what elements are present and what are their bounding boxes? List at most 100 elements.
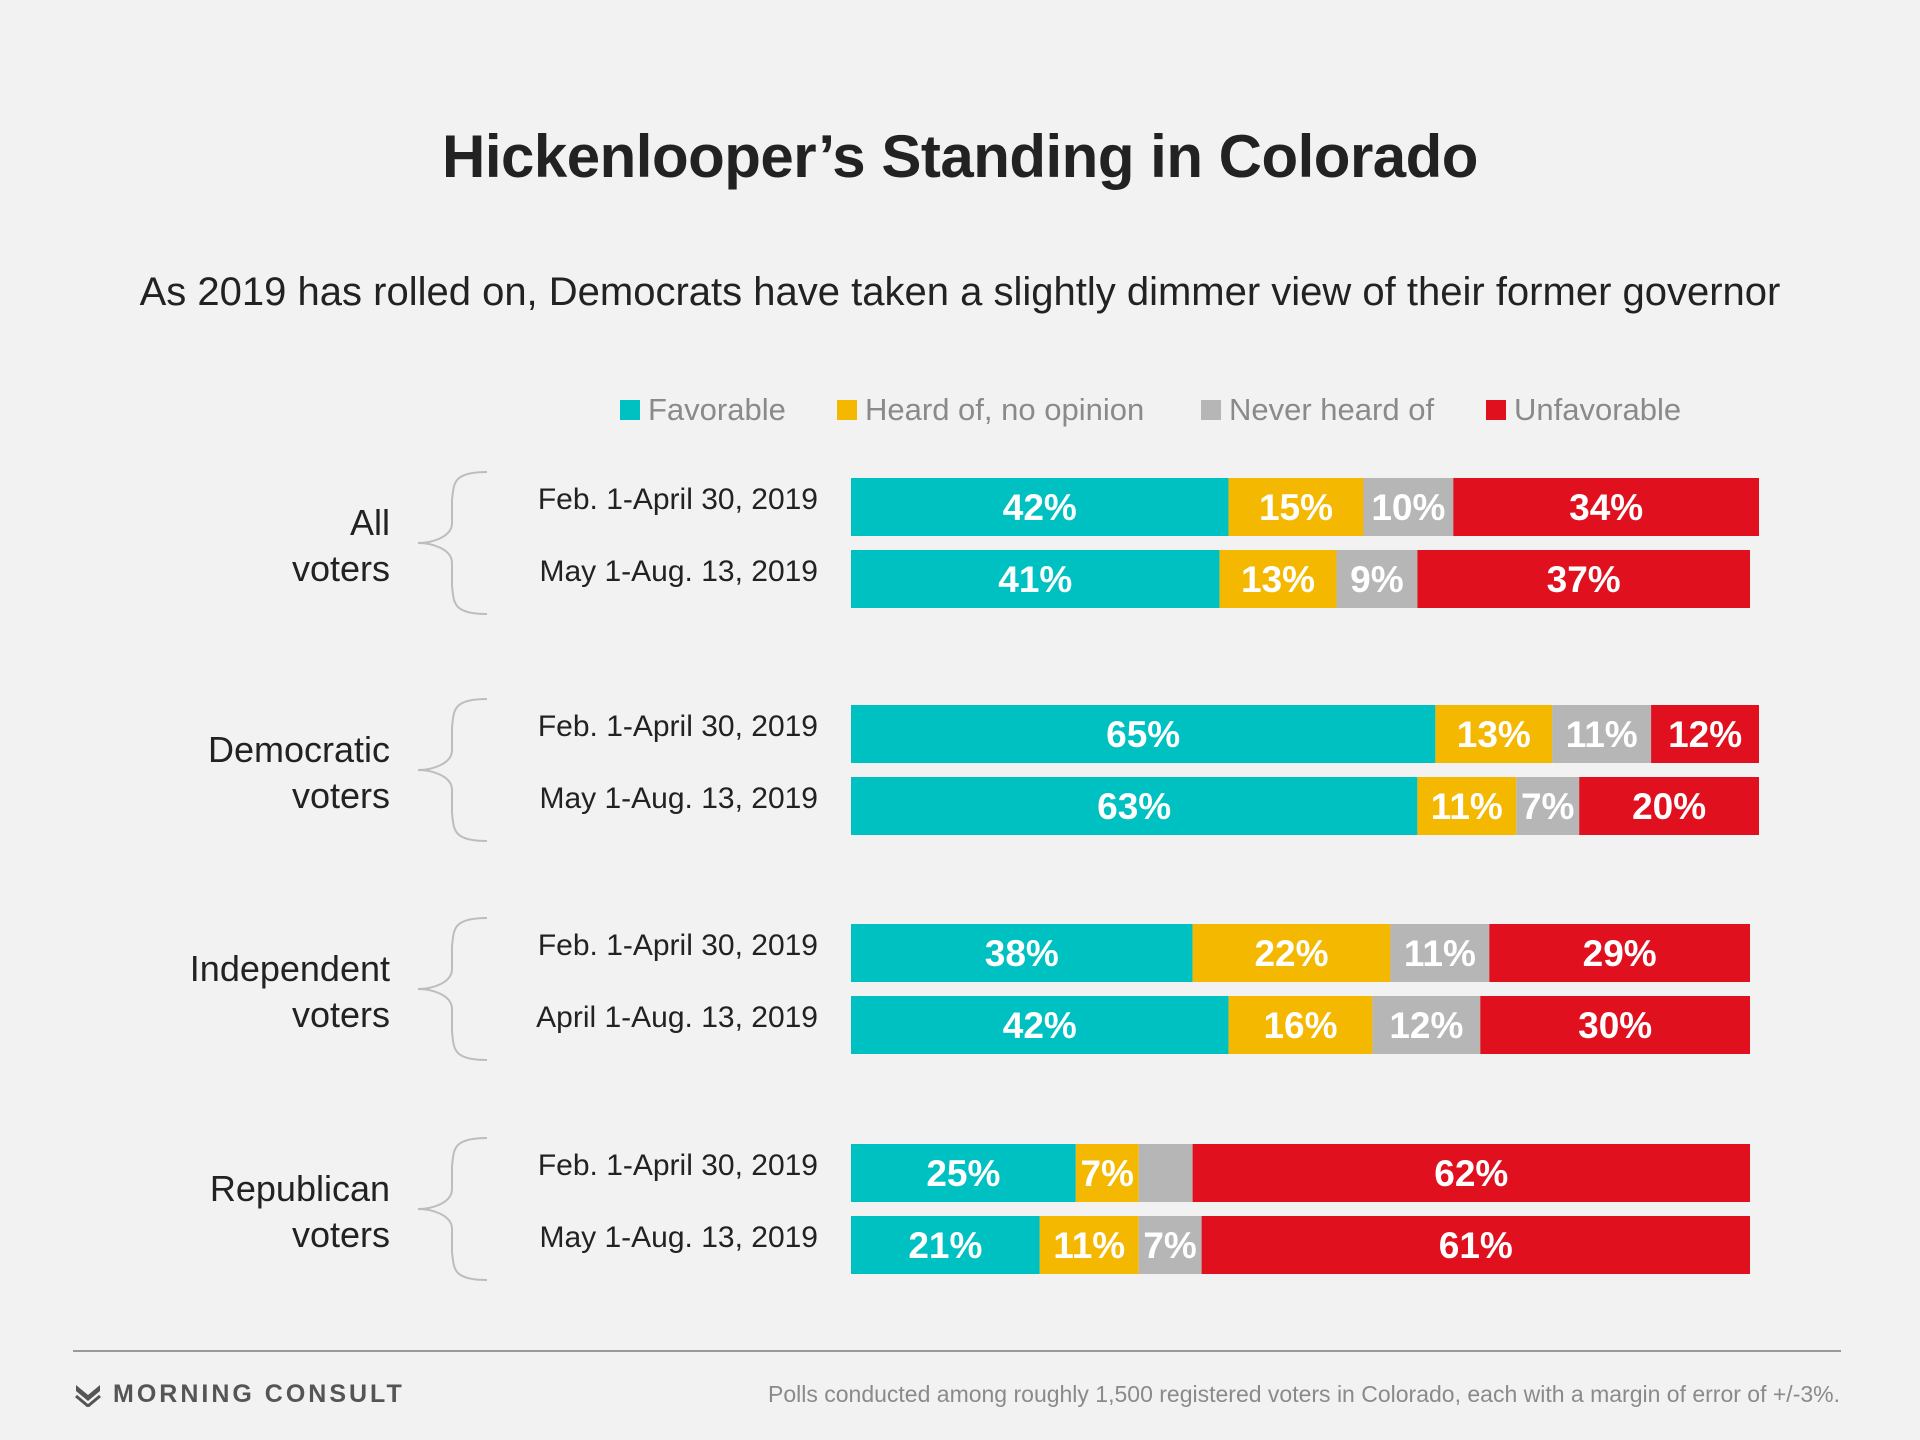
data-label-heard-of-no-opinion: 13%: [1457, 714, 1531, 755]
chart-legend: Favorable Heard of, no opinion Never hea…: [620, 392, 1700, 436]
bar-segment-favorable: [851, 996, 1229, 1054]
legend-label-unfavorable: Unfavorable: [1514, 392, 1682, 427]
bar-segment-favorable: [851, 924, 1193, 982]
data-label-heard-of-no-opinion: 22%: [1254, 933, 1328, 974]
bar-segment-never-heard-of: [1336, 550, 1418, 608]
period-label-republican-voters-row-1: Feb. 1-April 30, 2019: [538, 1149, 818, 1182]
data-label-heard-of-no-opinion: 15%: [1259, 487, 1333, 528]
data-label-unfavorable: 12%: [1668, 714, 1742, 755]
group-label-democratic-voters: Democratic: [208, 729, 390, 770]
group-label-republican-voters: voters: [292, 1214, 390, 1255]
legend-swatch-unfavorable: [1486, 400, 1506, 420]
data-label-unfavorable: 61%: [1439, 1225, 1513, 1266]
data-label-favorable: 42%: [1003, 487, 1077, 528]
legend-item-no-opinion: Heard of, no opinion: [837, 392, 1144, 428]
bar-segment-heard-of-no-opinion: [1435, 705, 1553, 763]
bar-segment-favorable: [851, 705, 1436, 763]
legend-label-never-heard: Never heard of: [1229, 392, 1435, 427]
bar-segment-never-heard-of: [1390, 924, 1490, 982]
data-label-unfavorable: 30%: [1578, 1005, 1652, 1046]
data-label-never-heard-of: 7%: [1521, 786, 1574, 827]
group-label-all-voters: All: [350, 502, 390, 543]
bar-segment-favorable: [851, 550, 1220, 608]
data-label-favorable: 25%: [926, 1153, 1000, 1194]
group-label-all-voters: voters: [292, 548, 390, 589]
bar-segment-favorable: [851, 1216, 1040, 1274]
data-label-never-heard-of: 11%: [1404, 933, 1476, 974]
data-label-unfavorable: 34%: [1569, 487, 1643, 528]
bar-segment-unfavorable: [1192, 1144, 1750, 1202]
data-label-favorable: 42%: [1003, 1005, 1077, 1046]
data-label-favorable: 65%: [1106, 714, 1180, 755]
bar-segment-heard-of-no-opinion: [1228, 996, 1373, 1054]
bar-segment-unfavorable: [1417, 550, 1750, 608]
bar-segment-heard-of-no-opinion: [1192, 924, 1391, 982]
chart-title: Hickenlooper’s Standing in Colorado: [442, 123, 1478, 190]
data-label-unfavorable: 20%: [1632, 786, 1706, 827]
bar-segment-never-heard-of: [1138, 1144, 1193, 1202]
bar-segment-unfavorable: [1453, 478, 1759, 536]
data-label-heard-of-no-opinion: 7%: [1080, 1153, 1133, 1194]
data-label-favorable: 38%: [985, 933, 1059, 974]
period-label-democratic-voters-row-2: May 1-Aug. 13, 2019: [539, 782, 818, 815]
period-label-democratic-voters-row-1: Feb. 1-April 30, 2019: [538, 710, 818, 743]
bar-segment-heard-of-no-opinion: [1039, 1216, 1139, 1274]
period-label-all-voters-row-2: May 1-Aug. 13, 2019: [539, 555, 818, 588]
data-label-favorable: 21%: [908, 1225, 982, 1266]
bar-segment-favorable: [851, 777, 1418, 835]
group-bracket: [417, 698, 488, 842]
data-label-unfavorable: 37%: [1547, 559, 1621, 600]
data-label-heard-of-no-opinion: 13%: [1241, 559, 1315, 600]
period-label-independent-voters-row-1: Feb. 1-April 30, 2019: [538, 929, 818, 962]
period-label-all-voters-row-1: Feb. 1-April 30, 2019: [538, 483, 818, 516]
group-bracket: [417, 1137, 488, 1281]
legend-swatch-never-heard: [1201, 400, 1221, 420]
bar-segment-favorable: [851, 1144, 1076, 1202]
bar-segment-unfavorable: [1201, 1216, 1750, 1274]
bar-segment-never-heard-of: [1138, 1216, 1202, 1274]
group-bracket: [417, 917, 488, 1061]
group-bracket: [417, 471, 488, 615]
data-label-unfavorable: 62%: [1434, 1153, 1508, 1194]
bar-segment-unfavorable: [1480, 996, 1750, 1054]
data-label-heard-of-no-opinion: 16%: [1263, 1005, 1337, 1046]
bar-segment-unfavorable: [1579, 777, 1759, 835]
bar-segment-unfavorable: [1489, 924, 1750, 982]
legend-item-unfavorable: Unfavorable: [1486, 392, 1681, 428]
group-label-republican-voters: Republican: [210, 1168, 390, 1209]
bar-segment-heard-of-no-opinion: [1417, 777, 1517, 835]
bar-segment-never-heard-of: [1552, 705, 1652, 763]
data-label-favorable: 41%: [998, 559, 1072, 600]
bar-segment-unfavorable: [1651, 705, 1759, 763]
bar-segment-never-heard-of: [1372, 996, 1481, 1054]
data-label-never-heard-of: 9%: [1350, 559, 1403, 600]
data-label-never-heard-of: 7%: [1143, 1225, 1196, 1266]
group-label-democratic-voters: voters: [292, 775, 390, 816]
legend-label-no-opinion: Heard of, no opinion: [865, 392, 1145, 427]
brand-logo: MORNING CONSULT: [75, 1380, 405, 1409]
bar-segment-heard-of-no-opinion: [1075, 1144, 1139, 1202]
bar-segment-heard-of-no-opinion: [1228, 478, 1364, 536]
data-label-unfavorable: 29%: [1583, 933, 1657, 974]
legend-swatch-favorable: [620, 400, 640, 420]
period-label-independent-voters-row-2: April 1-Aug. 13, 2019: [536, 1001, 818, 1034]
brand-name: MORNING CONSULT: [113, 1380, 405, 1408]
bar-segment-never-heard-of: [1363, 478, 1454, 536]
data-label-heard-of-no-opinion: 11%: [1053, 1225, 1125, 1266]
group-label-independent-voters: Independent: [190, 948, 390, 989]
group-label-independent-voters: voters: [292, 994, 390, 1035]
period-label-republican-voters-row-2: May 1-Aug. 13, 2019: [539, 1221, 818, 1254]
chart-subtitle: As 2019 has rolled on, Democrats have ta…: [139, 270, 1781, 314]
footer-divider: [73, 1350, 1841, 1352]
data-label-favorable: 63%: [1097, 786, 1171, 827]
data-label-never-heard-of: 12%: [1389, 1005, 1463, 1046]
footnote: Polls conducted among roughly 1,500 regi…: [768, 1381, 1840, 1407]
legend-swatch-no-opinion: [837, 400, 857, 420]
data-label-never-heard-of: 10%: [1371, 487, 1445, 528]
bar-segment-favorable: [851, 478, 1229, 536]
data-label-heard-of-no-opinion: 11%: [1431, 786, 1503, 827]
bar-segment-heard-of-no-opinion: [1219, 550, 1337, 608]
legend-label-favorable: Favorable: [648, 392, 786, 427]
legend-item-favorable: Favorable: [620, 392, 786, 428]
